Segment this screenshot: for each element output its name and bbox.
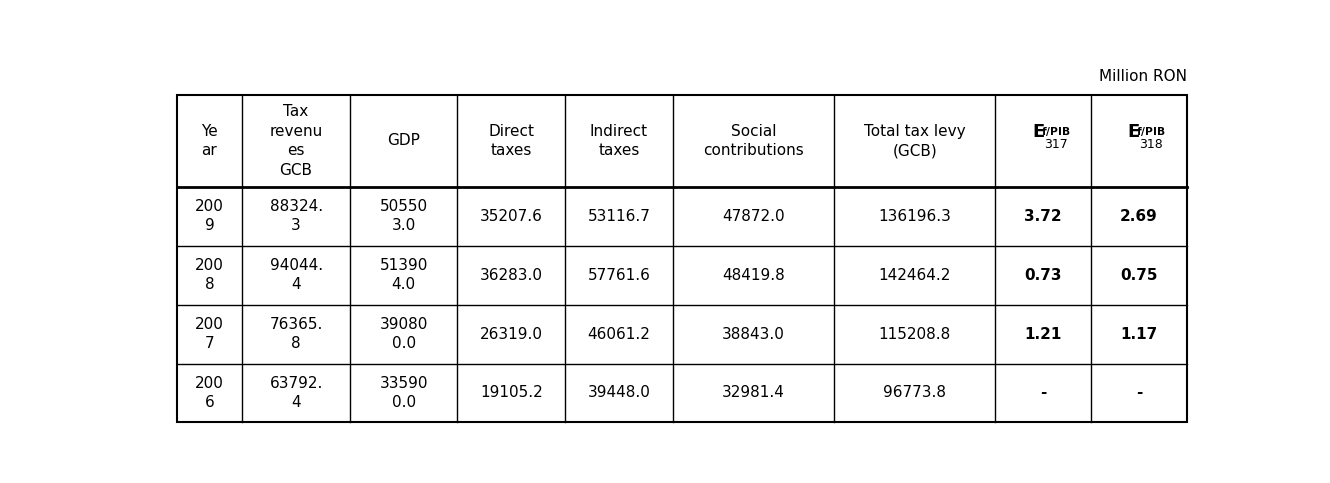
- Text: 33590
0.0: 33590 0.0: [379, 376, 428, 410]
- Text: GDP: GDP: [387, 133, 420, 148]
- Text: 0.75: 0.75: [1120, 268, 1157, 283]
- Text: $\mathbf{_{f/PIB}}$: $\mathbf{_{f/PIB}}$: [1040, 124, 1071, 139]
- Text: 88324.
3: 88324. 3: [270, 199, 323, 233]
- Text: 47872.0: 47872.0: [722, 209, 785, 224]
- Text: -: -: [1136, 385, 1142, 400]
- Text: 1.21: 1.21: [1024, 327, 1061, 341]
- Text: 46061.2: 46061.2: [588, 327, 650, 341]
- Text: 19105.2: 19105.2: [480, 385, 543, 400]
- Text: 200
7: 200 7: [196, 317, 223, 351]
- Text: 94044.
4: 94044. 4: [270, 258, 323, 292]
- Text: 3.72: 3.72: [1024, 209, 1063, 224]
- Text: 32981.4: 32981.4: [722, 385, 785, 400]
- Text: 318: 318: [1140, 138, 1164, 151]
- Text: 38843.0: 38843.0: [722, 327, 785, 341]
- Text: $\mathbf{_{f/PIB}}$: $\mathbf{_{f/PIB}}$: [1136, 124, 1166, 139]
- Text: 51390
4.0: 51390 4.0: [379, 258, 428, 292]
- Text: 35207.6: 35207.6: [480, 209, 543, 224]
- Text: Tax
revenu
es
GCB: Tax revenu es GCB: [270, 104, 323, 178]
- Text: 76365.
8: 76365. 8: [270, 317, 323, 351]
- Text: 136196.3: 136196.3: [878, 209, 951, 224]
- Text: Indirect
taxes: Indirect taxes: [589, 124, 648, 158]
- Text: 142464.2: 142464.2: [879, 268, 951, 283]
- Text: 63792.
4: 63792. 4: [270, 376, 323, 410]
- Text: 53116.7: 53116.7: [588, 209, 650, 224]
- Text: 96773.8: 96773.8: [883, 385, 946, 400]
- Text: 1.17: 1.17: [1120, 327, 1157, 341]
- Text: $\mathbf{E}$: $\mathbf{E}$: [1032, 123, 1044, 141]
- Text: -: -: [1040, 385, 1047, 400]
- Bar: [177, 95, 1186, 423]
- Text: 200
6: 200 6: [196, 376, 223, 410]
- Text: Direct
taxes: Direct taxes: [488, 124, 535, 158]
- Text: 317: 317: [1044, 138, 1068, 151]
- Text: 115208.8: 115208.8: [879, 327, 951, 341]
- Text: 36283.0: 36283.0: [480, 268, 543, 283]
- Text: 57761.6: 57761.6: [588, 268, 650, 283]
- Text: 26319.0: 26319.0: [480, 327, 543, 341]
- Text: 200
8: 200 8: [196, 258, 223, 292]
- Text: $\mathbf{E}$: $\mathbf{E}$: [1128, 123, 1140, 141]
- Text: 0.73: 0.73: [1024, 268, 1061, 283]
- Text: 39080
0.0: 39080 0.0: [379, 317, 428, 351]
- Text: Total tax levy
(GCB): Total tax levy (GCB): [864, 124, 966, 158]
- Text: 39448.0: 39448.0: [588, 385, 650, 400]
- Text: Social
contributions: Social contributions: [704, 124, 803, 158]
- Text: 200
9: 200 9: [196, 199, 223, 233]
- Text: Ye
ar: Ye ar: [201, 124, 218, 158]
- Text: 48419.8: 48419.8: [722, 268, 785, 283]
- Text: 2.69: 2.69: [1120, 209, 1157, 224]
- Text: 50550
3.0: 50550 3.0: [379, 199, 428, 233]
- Text: Million RON: Million RON: [1099, 69, 1186, 84]
